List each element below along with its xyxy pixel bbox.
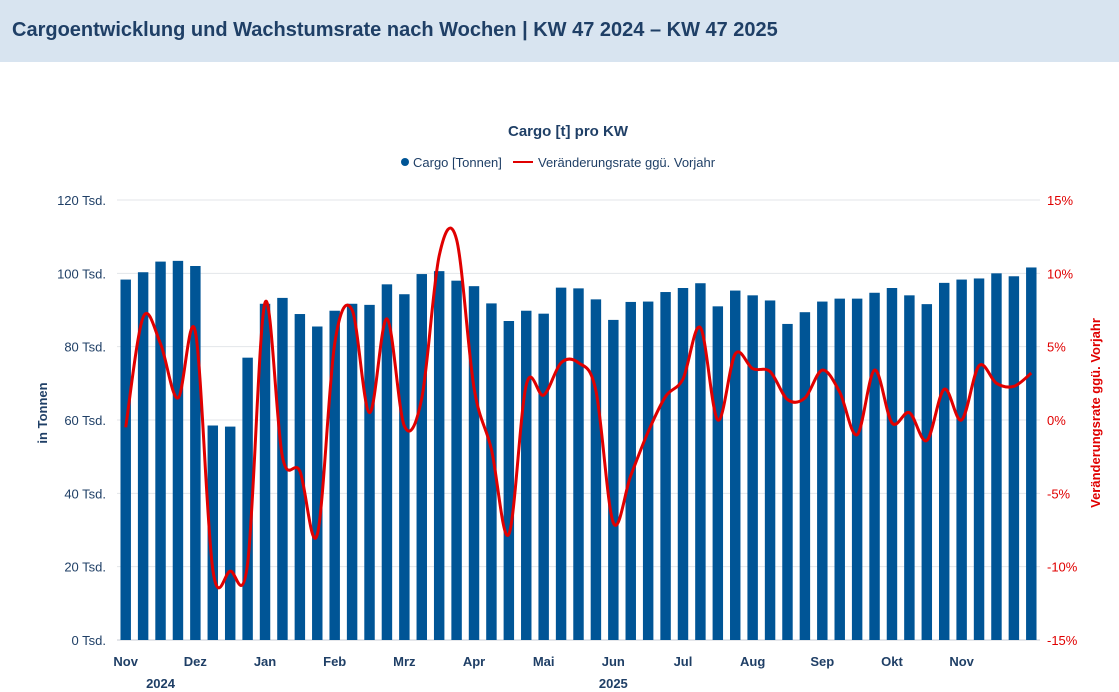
legend-bar-label[interactable]: Cargo [Tonnen]: [413, 155, 502, 170]
cargo-bar[interactable]: [242, 357, 253, 640]
x-month-label: Mai: [533, 654, 555, 669]
y-left-tick-label: 100 Tsd.: [57, 266, 106, 281]
cargo-bar[interactable]: [120, 279, 131, 640]
cargo-bar[interactable]: [747, 295, 758, 640]
cargo-bar[interactable]: [817, 301, 828, 640]
y-left-tick-label: 0 Tsd.: [72, 633, 106, 648]
cargo-bar[interactable]: [851, 298, 863, 640]
cargo-bar[interactable]: [921, 304, 933, 640]
x-month-label: Mrz: [393, 654, 416, 669]
x-month-label: Okt: [881, 654, 903, 669]
cargo-bar[interactable]: [555, 287, 567, 640]
cargo-bar[interactable]: [991, 273, 1002, 640]
cargo-bar[interactable]: [573, 288, 584, 640]
cargo-bar[interactable]: [259, 303, 271, 640]
cargo-bar[interactable]: [590, 299, 602, 640]
x-month-label: Feb: [323, 654, 346, 669]
chart-title: Cargo [t] pro KW: [508, 123, 629, 140]
x-month-label: Dez: [184, 654, 208, 669]
y-left-tick-label: 80 Tsd.: [64, 340, 106, 355]
cargo-bar[interactable]: [486, 303, 497, 640]
cargo-bar[interactable]: [207, 425, 219, 641]
x-month-label: Nov: [113, 654, 138, 669]
cargo-bar[interactable]: [451, 280, 462, 640]
page-title: Cargoentwicklung und Wachstumsrate nach …: [12, 19, 778, 41]
cargo-bar[interactable]: [294, 314, 306, 640]
cargo-bar[interactable]: [433, 271, 445, 640]
cargo-bar[interactable]: [155, 261, 166, 640]
cargo-bar[interactable]: [625, 301, 636, 640]
cargo-bar[interactable]: [764, 300, 776, 640]
cargo-bar[interactable]: [468, 286, 480, 640]
cargo-bar[interactable]: [277, 297, 288, 640]
left-axis-ticks: 0 Tsd. 20 Tsd. 40 Tsd. 60 Tsd. 80 Tsd. 100 Ts…: [57, 193, 106, 648]
y-right-tick-label: 10%: [1047, 266, 1073, 281]
cargo-bar[interactable]: [886, 288, 898, 640]
x-month-label: Jul: [674, 654, 693, 669]
cargo-bar[interactable]: [730, 290, 741, 640]
growth-line-group: [124, 226, 1033, 590]
cargo-bar[interactable]: [660, 292, 671, 640]
cargo-bar[interactable]: [137, 272, 149, 640]
cargo-bar[interactable]: [973, 278, 985, 640]
y-right-tick-label: -10%: [1047, 560, 1078, 575]
cargo-bar[interactable]: [312, 326, 323, 641]
cargo-bar[interactable]: [904, 295, 915, 640]
cargo-bar[interactable]: [782, 323, 793, 640]
cargo-bar[interactable]: [712, 306, 724, 640]
y-right-tick-label: 15%: [1047, 193, 1073, 208]
cargo-bar[interactable]: [224, 426, 236, 640]
cargo-bars: [120, 260, 1037, 641]
cargo-bar[interactable]: [521, 310, 532, 640]
x-month-label: Apr: [463, 654, 485, 669]
cargo-bar[interactable]: [190, 266, 201, 640]
header-bar: Cargoentwicklung und Wachstumsrate nach …: [0, 0, 1119, 62]
x-month-label: Jan: [254, 654, 276, 669]
cargo-bar[interactable]: [695, 283, 706, 640]
cargo-bar[interactable]: [364, 304, 375, 640]
x-year-label: 2025: [599, 676, 628, 691]
cargo-bar[interactable]: [381, 284, 393, 640]
cargo-bar[interactable]: [399, 294, 410, 640]
x-axis-year-labels: 2024 2025: [146, 676, 628, 691]
cargo-bar[interactable]: [329, 310, 340, 640]
cargo-bar[interactable]: [799, 312, 811, 640]
legend[interactable]: Cargo [Tonnen] Veränderungsrate ggü. Vor…: [401, 155, 716, 170]
growth-line[interactable]: [124, 226, 1033, 590]
legend-bar-marker: [401, 158, 409, 166]
y-left-tick-label: 120 Tsd.: [57, 193, 106, 208]
y-right-tick-label: 0%: [1047, 413, 1066, 428]
cargo-bar[interactable]: [416, 274, 427, 640]
y-right-tick-label: 5%: [1047, 340, 1066, 355]
y-right-axis-title: Veränderungsrate ggü. Vorjahr: [1088, 318, 1103, 508]
y-right-tick-label: -15%: [1047, 633, 1078, 648]
cargo-bar[interactable]: [503, 321, 515, 640]
cargo-bar[interactable]: [1008, 276, 1020, 640]
cargo-bar[interactable]: [834, 298, 845, 640]
y-left-tick-label: 20 Tsd.: [64, 560, 106, 575]
cargo-bar[interactable]: [677, 288, 689, 640]
cargo-bar[interactable]: [608, 319, 619, 640]
x-year-label: 2024: [146, 676, 176, 691]
y-right-tick-label: -5%: [1047, 486, 1071, 501]
y-left-tick-label: 40 Tsd.: [64, 486, 106, 501]
y-left-axis-title: in Tonnen: [35, 382, 50, 443]
x-month-label: Aug: [740, 654, 765, 669]
cargo-bar[interactable]: [538, 313, 549, 640]
x-month-label: Nov: [949, 654, 974, 669]
cargo-bar[interactable]: [938, 282, 950, 640]
cargo-bar[interactable]: [346, 303, 358, 640]
cargo-bar[interactable]: [642, 301, 654, 640]
cargo-bar[interactable]: [956, 279, 967, 640]
x-month-label: Jun: [602, 654, 625, 669]
right-axis-ticks: -15% -10% -5% 0% 5% 10% 15%: [1047, 193, 1078, 648]
legend-line-label[interactable]: Veränderungsrate ggü. Vorjahr: [538, 155, 716, 170]
cargo-bar[interactable]: [869, 292, 880, 640]
y-left-tick-label: 60 Tsd.: [64, 413, 106, 428]
cargo-bar[interactable]: [1026, 267, 1037, 640]
cargo-bar[interactable]: [172, 260, 184, 640]
x-month-label: Sep: [810, 654, 834, 669]
x-axis-month-labels: Nov Dez Jan Feb Mrz Apr Mai Jun Jul Aug Sep Okt Nov: [113, 654, 974, 669]
